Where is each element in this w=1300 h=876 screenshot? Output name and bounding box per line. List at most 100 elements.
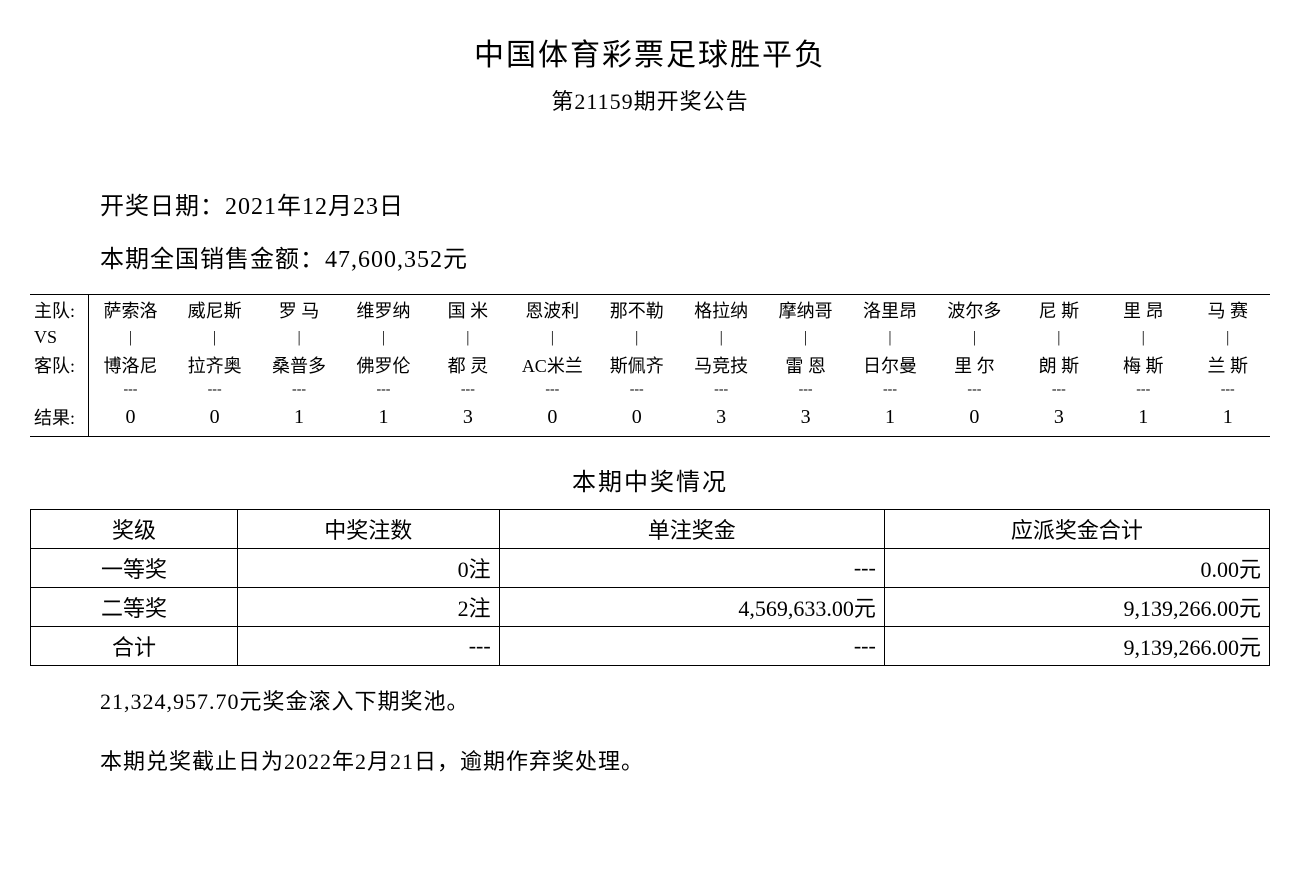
prize-count: 2注 (237, 588, 499, 627)
home-cell: 格拉纳 (679, 295, 763, 326)
away-cell: 兰 斯 (1185, 350, 1270, 380)
result-cell: 3 (426, 400, 510, 437)
result-cell: 0 (88, 400, 172, 437)
result-cell: 0 (172, 400, 256, 437)
vs-label: VS (30, 325, 88, 350)
away-cell: 日尔曼 (848, 350, 932, 380)
prize-row: 一等奖 0注 --- 0.00元 (31, 549, 1270, 588)
vs-cell: | (595, 325, 679, 350)
result-label: 结果: (30, 400, 88, 437)
result-cell: 0 (510, 400, 594, 437)
dash-cell: --- (1185, 380, 1270, 400)
dash-cell: --- (426, 380, 510, 400)
vs-cell: | (510, 325, 594, 350)
prize-col-level: 奖级 (31, 510, 238, 549)
prize-col-total: 应派奖金合计 (884, 510, 1269, 549)
result-cell: 0 (595, 400, 679, 437)
prize-header-row: 奖级 中奖注数 单注奖金 应派奖金合计 (31, 510, 1270, 549)
away-cell: 拉齐奥 (172, 350, 256, 380)
vs-row: VS | | | | | | | | | | | | | | (30, 325, 1270, 350)
away-cell: 都 灵 (426, 350, 510, 380)
vs-cell: | (172, 325, 256, 350)
away-cell: 博洛尼 (88, 350, 172, 380)
result-cell: 1 (257, 400, 341, 437)
vs-cell: | (763, 325, 847, 350)
vs-cell: | (848, 325, 932, 350)
away-cell: AC米兰 (510, 350, 594, 380)
prize-col-count: 中奖注数 (237, 510, 499, 549)
vs-cell: | (932, 325, 1016, 350)
vs-cell: | (1101, 325, 1185, 350)
vs-cell: | (1017, 325, 1101, 350)
prize-unit: --- (499, 549, 884, 588)
dash-cell: --- (257, 380, 341, 400)
result-row: 结果: 0 0 1 1 3 0 0 3 3 1 0 3 1 1 (30, 400, 1270, 437)
away-cell: 里 尔 (932, 350, 1016, 380)
draw-date-label: 开奖日期： (100, 194, 225, 220)
dash-row: --- --- --- --- --- --- --- --- --- --- … (30, 380, 1270, 400)
prize-table: 奖级 中奖注数 单注奖金 应派奖金合计 一等奖 0注 --- 0.00元 二等奖… (30, 509, 1270, 666)
result-cell: 0 (932, 400, 1016, 437)
away-cell: 梅 斯 (1101, 350, 1185, 380)
dash-cell: --- (510, 380, 594, 400)
vs-cell: | (257, 325, 341, 350)
dash-cell: --- (341, 380, 425, 400)
dash-cell: --- (88, 380, 172, 400)
away-cell: 斯佩齐 (595, 350, 679, 380)
home-cell: 威尼斯 (172, 295, 256, 326)
result-cell: 1 (341, 400, 425, 437)
home-cell: 里 昂 (1101, 295, 1185, 326)
away-label: 客队: (30, 350, 88, 380)
vs-cell: | (341, 325, 425, 350)
home-cell: 波尔多 (932, 295, 1016, 326)
draw-date-line: 开奖日期：2021年12月23日 (100, 186, 1270, 221)
prize-count: 0注 (237, 549, 499, 588)
result-cell: 3 (1017, 400, 1101, 437)
dash-cell: --- (932, 380, 1016, 400)
dash-cell: --- (1101, 380, 1185, 400)
result-cell: 1 (848, 400, 932, 437)
result-cell: 3 (763, 400, 847, 437)
prize-count: --- (237, 627, 499, 666)
home-cell: 国 米 (426, 295, 510, 326)
vs-cell: | (679, 325, 763, 350)
prize-row: 合计 --- --- 9,139,266.00元 (31, 627, 1270, 666)
dash-cell: --- (679, 380, 763, 400)
prize-total: 9,139,266.00元 (884, 627, 1269, 666)
prize-unit: --- (499, 627, 884, 666)
rollover-line: 21,324,957.70元奖金滚入下期奖池。 (100, 684, 1270, 716)
dash-cell: --- (595, 380, 679, 400)
away-cell: 马竞技 (679, 350, 763, 380)
home-row: 主队: 萨索洛 威尼斯 罗 马 维罗纳 国 米 恩波利 那不勒 格拉纳 摩纳哥 … (30, 295, 1270, 326)
home-cell: 维罗纳 (341, 295, 425, 326)
home-cell: 尼 斯 (1017, 295, 1101, 326)
result-cell: 1 (1185, 400, 1270, 437)
away-cell: 佛罗伦 (341, 350, 425, 380)
prize-section-title: 本期中奖情况 (30, 462, 1270, 497)
away-cell: 桑普多 (257, 350, 341, 380)
dash-cell: --- (848, 380, 932, 400)
prize-unit: 4,569,633.00元 (499, 588, 884, 627)
draw-date-value: 2021年12月23日 (225, 194, 404, 220)
document-title: 中国体育彩票足球胜平负 (30, 30, 1270, 74)
dash-label (30, 380, 88, 400)
deadline-line: 本期兑奖截止日为2022年2月21日，逾期作弃奖处理。 (100, 744, 1270, 776)
prize-level: 一等奖 (31, 549, 238, 588)
vs-cell: | (88, 325, 172, 350)
home-cell: 罗 马 (257, 295, 341, 326)
home-label: 主队: (30, 295, 88, 326)
dash-cell: --- (1017, 380, 1101, 400)
dash-cell: --- (763, 380, 847, 400)
home-cell: 萨索洛 (88, 295, 172, 326)
sales-line: 本期全国销售金额：47,600,352元 (100, 239, 1270, 274)
vs-cell: | (1185, 325, 1270, 350)
prize-col-unit: 单注奖金 (499, 510, 884, 549)
match-table: 主队: 萨索洛 威尼斯 罗 马 维罗纳 国 米 恩波利 那不勒 格拉纳 摩纳哥 … (30, 294, 1270, 437)
away-cell: 朗 斯 (1017, 350, 1101, 380)
home-cell: 马 赛 (1185, 295, 1270, 326)
dash-cell: --- (172, 380, 256, 400)
home-cell: 摩纳哥 (763, 295, 847, 326)
vs-cell: | (426, 325, 510, 350)
result-cell: 3 (679, 400, 763, 437)
sales-value: 47,600,352元 (325, 247, 468, 273)
